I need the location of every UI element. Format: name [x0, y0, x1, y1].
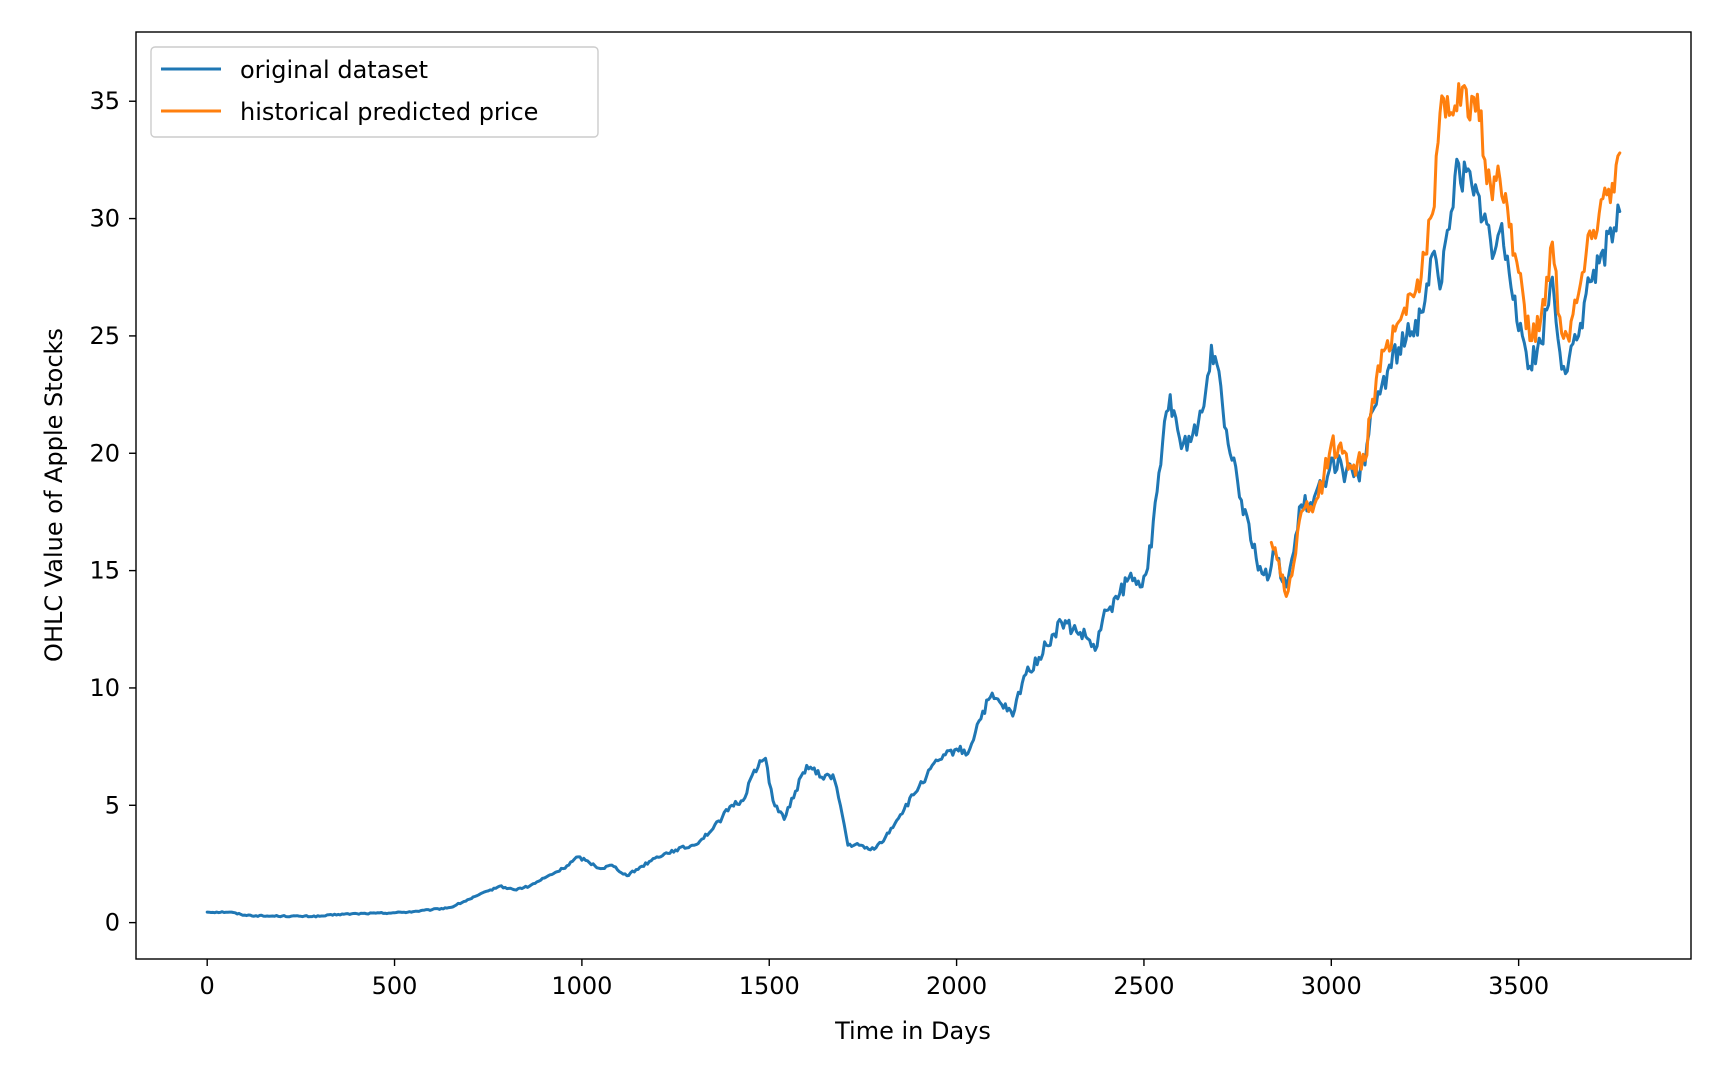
x-tick-label: 3000	[1301, 972, 1362, 1000]
legend-label-original: original dataset	[240, 56, 428, 84]
legend-label-predicted: historical predicted price	[240, 98, 538, 126]
x-axis: 0 500 1000 1500 2000 2500 3000 3500	[200, 959, 1549, 1000]
legend: original dataset historical predicted pr…	[150, 46, 599, 138]
legend-box	[150, 46, 599, 138]
axes-frame	[135, 31, 1692, 960]
series-layer	[205, 82, 1622, 919]
x-tick-label: 0	[200, 972, 215, 1000]
series-line-original	[205, 157, 1622, 919]
x-tick-label: 1500	[739, 972, 800, 1000]
y-axis: 0 5 10 15 20 25 30 35	[89, 87, 136, 937]
y-axis-title: OHLC Value of Apple Stocks	[40, 328, 68, 662]
x-tick-label: 500	[372, 972, 418, 1000]
plot-area	[135, 31, 1692, 960]
x-tick-label: 1000	[551, 972, 612, 1000]
y-tick-label: 15	[89, 557, 120, 585]
series-line-predicted	[1269, 82, 1622, 598]
x-tick-label: 3500	[1488, 972, 1549, 1000]
x-tick-label: 2000	[926, 972, 987, 1000]
y-tick-label: 10	[89, 674, 120, 702]
y-tick-label: 0	[105, 909, 120, 937]
y-tick-label: 30	[89, 205, 120, 233]
y-tick-label: 25	[89, 322, 120, 350]
x-axis-title: Time in Days	[834, 1017, 991, 1045]
x-tick-label: 2500	[1113, 972, 1174, 1000]
y-tick-label: 5	[105, 791, 120, 819]
y-tick-label: 35	[89, 87, 120, 115]
y-tick-label: 20	[89, 439, 120, 467]
